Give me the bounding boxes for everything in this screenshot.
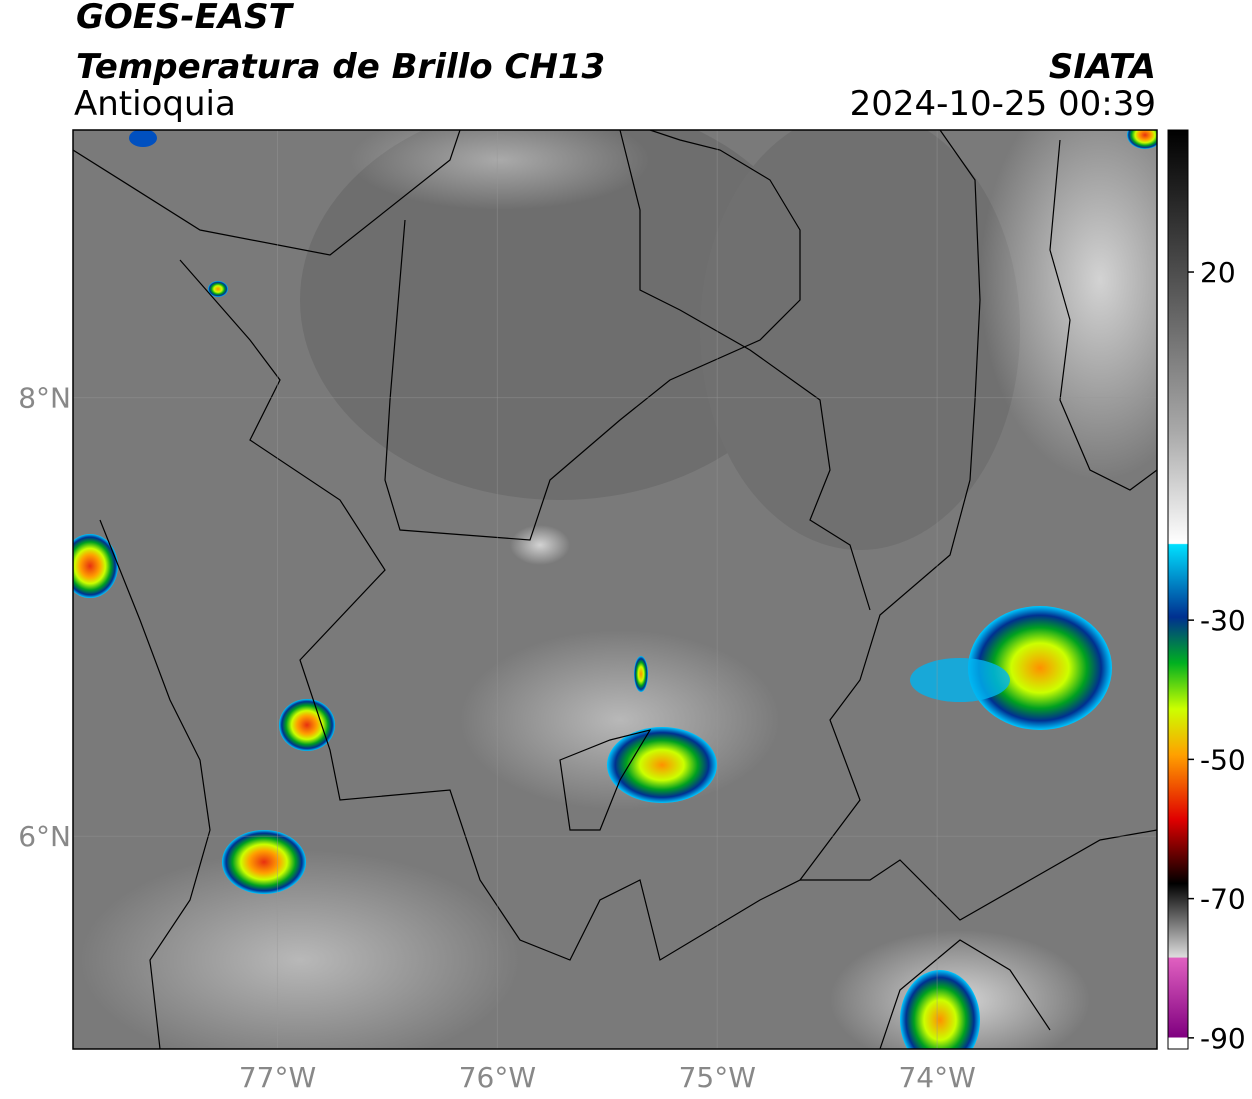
x-tick-label: 77°W: [239, 1061, 316, 1094]
colorbar-tick-label: -30: [1200, 604, 1246, 637]
colorbar-tick-label: -70: [1200, 883, 1246, 916]
title: GOES-EAST: [76, 0, 295, 37]
colorbar-tick-label: 20: [1200, 256, 1236, 289]
x-tick-label: 74°W: [898, 1061, 975, 1094]
satellite-image: [73, 130, 1157, 1049]
x-tick-label: 76°W: [459, 1061, 536, 1094]
graticule: [73, 130, 1157, 1049]
source: SIATA: [1049, 47, 1156, 87]
region: Antioquia: [74, 84, 236, 124]
colorbar-tick-label: -50: [1200, 743, 1246, 776]
y-tick-label: 6°N: [18, 820, 71, 853]
datetime: 2024-10-25 00:39: [850, 84, 1156, 124]
x-tick-label: 75°W: [679, 1061, 756, 1094]
y-tick-label: 8°N: [18, 382, 71, 415]
header: GOES-EAST Temperatura de Brillo CH13 Ant…: [74, 0, 1156, 124]
colorbar: [1167, 129, 1189, 1050]
colorbar-tick-label: -90: [1200, 1022, 1246, 1055]
subtitle: Temperatura de Brillo CH13: [76, 47, 605, 87]
map-frame: [72, 129, 1158, 1050]
